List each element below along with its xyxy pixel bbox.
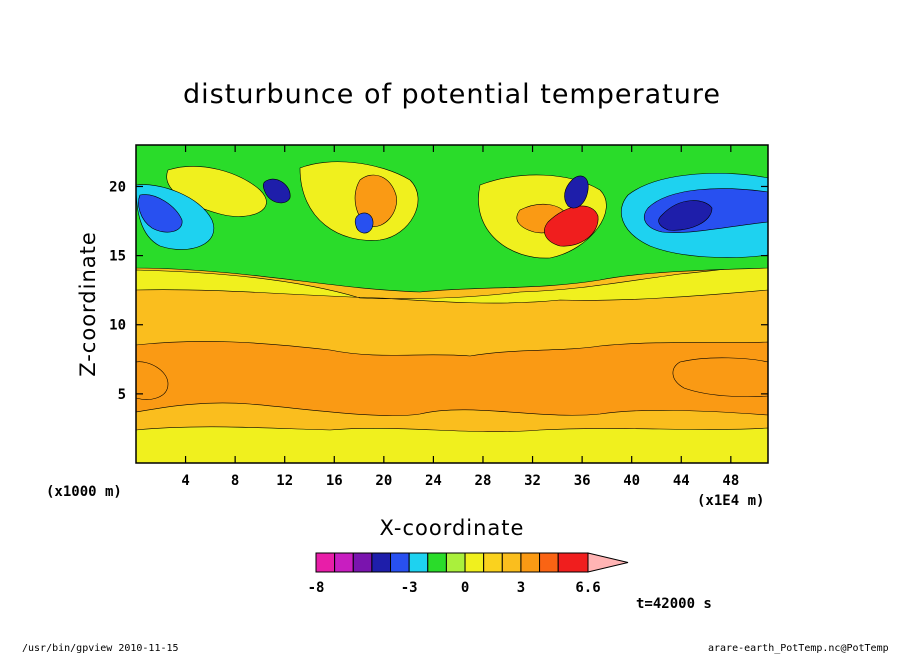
contour-band xyxy=(138,194,183,233)
x-tick-label: 8 xyxy=(231,473,239,489)
contour-band xyxy=(354,212,374,234)
x-tick-label: 20 xyxy=(375,473,392,489)
colorbar-label: -3 xyxy=(401,580,418,596)
colorbar-segment xyxy=(315,552,336,573)
x-tick-label: 32 xyxy=(524,473,541,489)
footer-right: arare-earth_PotTemp.nc@PotTemp xyxy=(708,643,889,654)
colorbar-segment xyxy=(334,552,354,573)
x-tick-label: 16 xyxy=(326,473,343,489)
colorbar-segment xyxy=(557,552,589,573)
x-tick-label: 24 xyxy=(425,473,442,489)
x-tick-label: 40 xyxy=(623,473,640,489)
x-unit-right: (x1E4 m) xyxy=(697,493,764,509)
colorbar-segment xyxy=(371,552,392,573)
contour-band xyxy=(135,144,769,293)
footer-left: /usr/bin/gpview 2010-11-15 xyxy=(22,643,179,654)
x-tick-label: 36 xyxy=(574,473,591,489)
y-tick-label: 20 xyxy=(109,179,126,195)
x-tick-label: 48 xyxy=(722,473,739,489)
colorbar-segment xyxy=(408,552,429,573)
contour-band xyxy=(135,426,769,464)
contour-band xyxy=(564,175,589,209)
colorbar: -8 -3 0 3 6.6 xyxy=(308,552,629,596)
colorbar-segment xyxy=(483,552,503,573)
colorbar-segment xyxy=(445,552,466,573)
x-unit-left: (x1000 m) xyxy=(46,484,122,500)
chart-title: disturbunce of potential temperature xyxy=(183,79,721,110)
x-axis-ticks: 4 8 12 16 20 24 28 32 36 40 44 48 xyxy=(181,145,739,489)
y-axis-ticks: 5 10 15 20 xyxy=(109,179,768,403)
y-tick-label: 10 xyxy=(109,318,126,334)
colorbar-segment xyxy=(520,552,541,573)
contour-band xyxy=(135,361,169,400)
disturbance-field xyxy=(135,144,769,464)
y-axis-label: Z-coordinate xyxy=(76,231,100,377)
colorbar-label: 0 xyxy=(461,580,469,596)
x-tick-label: 12 xyxy=(276,473,293,489)
colorbar-segment xyxy=(352,552,373,573)
x-tick-label: 28 xyxy=(475,473,492,489)
x-axis-label: X-coordinate xyxy=(380,516,525,540)
plot-frame xyxy=(135,144,769,464)
contour-band xyxy=(658,200,713,231)
contour-band xyxy=(672,357,769,398)
x-tick-label: 44 xyxy=(673,473,690,489)
y-tick-label: 15 xyxy=(109,249,126,265)
colorbar-segment xyxy=(427,552,447,573)
colorbar-extension xyxy=(587,552,629,573)
colorbar-segment xyxy=(501,552,522,573)
colorbar-label: 3 xyxy=(517,580,525,596)
colorbar-segment xyxy=(539,552,559,573)
colorbar-label: 6.6 xyxy=(575,580,600,596)
colorbar-label: -8 xyxy=(308,580,325,596)
contour-band xyxy=(262,178,291,204)
colorbar-segment xyxy=(390,552,410,573)
colorbar-segment xyxy=(464,552,485,573)
x-tick-label: 4 xyxy=(181,473,189,489)
y-tick-label: 5 xyxy=(118,387,126,403)
time-label: t=42000 s xyxy=(636,596,712,612)
